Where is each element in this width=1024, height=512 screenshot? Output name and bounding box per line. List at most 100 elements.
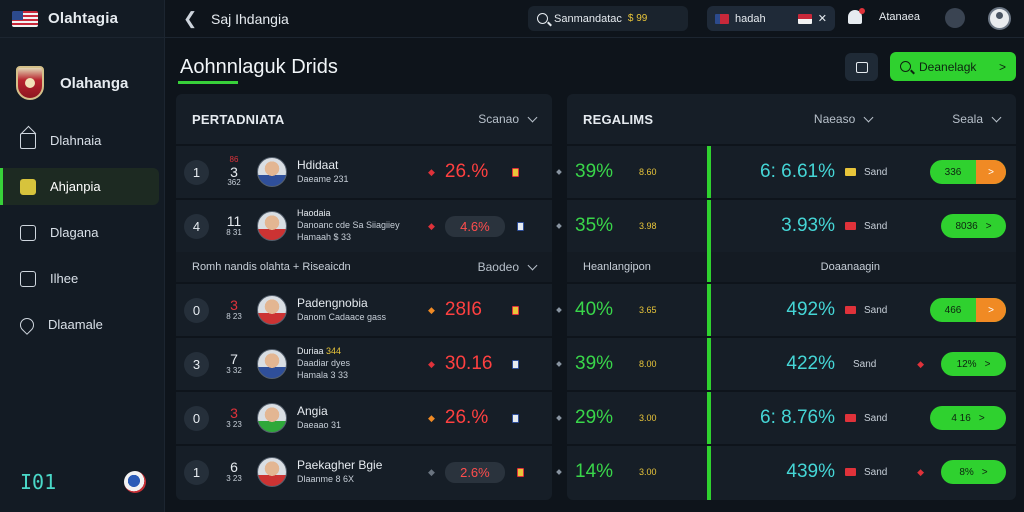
rank-badge: 1 <box>184 159 209 185</box>
alert-dot-icon: ◆ <box>917 358 924 369</box>
table-row[interactable]: 39% 8.00 422% Sand ◆ 12% > <box>556 336 1016 390</box>
bet-button[interactable]: 336 > <box>930 160 1006 184</box>
row-label: Sand <box>864 220 888 232</box>
bet-button[interactable]: 4 16 > <box>930 406 1006 430</box>
row-label: Sand <box>864 166 888 178</box>
rank-badge: 0 <box>184 297 209 323</box>
panel-title: PERTADNIATA <box>192 111 285 127</box>
bet-button[interactable]: 12% > <box>941 352 1006 376</box>
cyan-percentage: 6: 8.76% <box>760 407 835 428</box>
card-icon <box>511 359 519 369</box>
footer-number: I01 <box>20 470 57 494</box>
diamond-icon: ◆ <box>428 358 435 369</box>
bet-button[interactable]: 8036 > <box>941 214 1006 238</box>
section-sort-dropdown[interactable]: Baodeo <box>478 260 538 274</box>
bet-button[interactable]: 8% > <box>941 460 1006 484</box>
green-percentage: 35% <box>575 215 614 236</box>
copy-button[interactable] <box>845 53 878 81</box>
topbar-title: Saj Ihdangia <box>211 10 289 27</box>
table-row[interactable]: 35% 3.98 3.93% Sand 8036 > <box>556 198 1016 252</box>
arrow-right-icon: > <box>976 160 1006 184</box>
table-row[interactable]: 1 86 3 362 Hdidaat Daeame 231 ◆ 26.% <box>176 144 552 198</box>
table-row[interactable]: 14% 3.00 439% Sand ◆ 8% > <box>556 444 1016 498</box>
sort-dropdown[interactable]: Naeaso <box>814 112 874 126</box>
table-row[interactable]: 29% 3.00 6: 8.76% Sand 4 16 > <box>556 390 1016 444</box>
back-arrow-icon[interactable]: ❮ <box>183 8 198 28</box>
sidebar-item-5[interactable]: Dlaamale <box>0 306 159 343</box>
cyan-percentage: 439% <box>786 461 835 482</box>
sidebar-item-1[interactable]: Dlahnaia <box>0 122 159 159</box>
bell-icon[interactable] <box>848 8 865 24</box>
row-label: Sand <box>864 466 888 478</box>
search-text: Sanmandatac <box>554 12 622 25</box>
ball-icon[interactable] <box>124 471 146 493</box>
row-label: Sand <box>864 412 888 424</box>
table-row[interactable]: 4 11 8 31 Haodaia Danoanc cde Sa Siiagiiey… <box>176 198 552 252</box>
diamond-icon: ◆ <box>428 304 435 315</box>
player-info: Hdidaat Daeame 231 <box>297 158 349 184</box>
panel-title: REGALIMS <box>583 111 654 127</box>
flag-icon <box>797 13 812 24</box>
user-name[interactable]: Atanaea <box>879 11 920 23</box>
card-icon <box>511 413 519 423</box>
row-label: Sand <box>853 358 877 370</box>
section-header: Romh nandis olahta + Riseaicdn Baodeo <box>176 252 552 282</box>
bullet-icon <box>556 169 562 175</box>
match-info: 11 8 31 <box>226 213 242 238</box>
team-name: Olahanga <box>60 74 129 92</box>
sidebar-item-label: Dlahnaia <box>50 133 102 148</box>
bullet-icon <box>556 415 562 421</box>
cyan-percentage: 492% <box>786 299 835 320</box>
badge-icon <box>845 468 856 476</box>
language-selector[interactable]: hadah ✕ <box>707 6 835 31</box>
avatar <box>257 211 287 241</box>
sidebar-item-label: Ilhee <box>50 271 79 286</box>
section-label: Romh nandis olahta + Riseaicdn <box>192 261 351 273</box>
green-percentage: 39% <box>575 161 614 182</box>
chevron-down-icon <box>527 260 538 270</box>
sort-dropdown-2[interactable]: Seala <box>952 112 1002 126</box>
flag-icon <box>12 10 38 27</box>
title-underline <box>178 81 238 84</box>
search-field[interactable]: Sanmandatac $ 99 <box>528 6 688 31</box>
rank-badge: 1 <box>184 459 209 485</box>
settings-icon[interactable] <box>945 8 965 28</box>
sidebar-item-2[interactable]: Ahjanpia <box>0 168 159 205</box>
square-icon <box>20 224 36 241</box>
player-info: Angia Daeaao 31 <box>297 404 342 430</box>
sidebar-item-4[interactable]: Ilhee <box>0 260 159 297</box>
sidebar-item-3[interactable]: Dlagana <box>0 214 159 251</box>
avatar <box>257 457 287 487</box>
close-icon[interactable]: ✕ <box>817 13 827 25</box>
search-icon <box>537 13 548 24</box>
row-label: Sand <box>864 304 888 316</box>
green-percentage: 14% <box>575 461 614 482</box>
bullet-icon <box>556 361 562 367</box>
table-row[interactable]: 40% 3.65 492% Sand 466 > <box>556 282 1016 336</box>
profile-avatar[interactable] <box>988 7 1011 30</box>
bet-button[interactable]: 466 > <box>930 298 1006 322</box>
players-panel: PERTADNIATA Scanao 1 86 3 362 Hdidaat Daeam… <box>176 94 552 500</box>
arrow-right-icon: > <box>976 298 1006 322</box>
cta-label: Deanelagk <box>919 59 977 74</box>
team-brand[interactable]: Olahanga <box>0 38 164 112</box>
sort-dropdown[interactable]: Scanao <box>478 112 538 126</box>
results-panel: REGALIMS Naeaso Seala 39% 8.60 6: 6.61% … <box>556 94 1016 500</box>
percentage: 26.% <box>444 407 489 428</box>
primary-action-button[interactable]: Deanelagk > <box>890 52 1016 81</box>
percentage: 30.16 <box>444 353 493 374</box>
location-pin-icon <box>17 314 37 335</box>
search-icon <box>900 61 911 72</box>
sidebar: Olahtagia Olahanga Dlahnaia Ahjanpia Dla… <box>0 0 165 512</box>
panel-header: PERTADNIATA Scanao <box>176 94 552 144</box>
match-info: 86 3 362 <box>227 155 241 188</box>
percentage: 4.6% <box>444 215 505 237</box>
table-row[interactable]: 39% 8.60 6: 6.61% Sand 336 > <box>556 144 1016 198</box>
player-info: Paekagher Bgie Dlaanme 8 6X <box>297 458 383 484</box>
badge-icon <box>845 414 856 422</box>
